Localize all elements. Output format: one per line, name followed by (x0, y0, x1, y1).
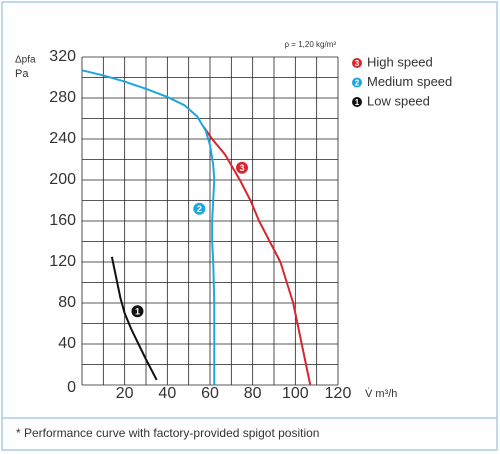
x-tick-label: 120 (325, 385, 352, 402)
legend-badge (352, 58, 362, 68)
footnote: * Performance curve with factory-provide… (16, 426, 319, 440)
y-tick-label: 120 (49, 253, 76, 270)
legend-label: Low speed (367, 93, 430, 108)
y-tick-label: 240 (49, 130, 76, 147)
curve-badge-label: 2 (197, 204, 202, 214)
x-axis-title: V̇ m³/h (365, 387, 397, 400)
y-axis-unit: Pa (15, 68, 29, 80)
legend-badge-label: 2 (355, 79, 360, 88)
legend-label: High speed (367, 54, 433, 69)
y-tick-label: 280 (49, 89, 76, 106)
y-tick-label: 40 (58, 335, 76, 352)
curve-badge-label: 3 (239, 163, 244, 173)
legend-badge-label: 3 (355, 59, 360, 68)
y-tick-label: 0 (67, 379, 76, 396)
y-tick-label: 80 (58, 294, 76, 311)
legend-badge (352, 77, 362, 88)
curve (110, 256, 158, 381)
curve (81, 69, 216, 385)
legend-badge (352, 97, 362, 107)
x-tick-label: 80 (244, 385, 262, 402)
y-tick-label: 160 (49, 212, 76, 229)
annotation: ρ = 1,20 kg/m³ (285, 40, 337, 49)
legend-badge-label: 1 (355, 98, 360, 107)
y-tick-label: 320 (49, 48, 76, 65)
curve-badge (131, 305, 144, 318)
curve-badge (193, 202, 206, 215)
y-axis-title: Δpfa (15, 55, 36, 66)
curve-badge-label: 1 (135, 307, 140, 317)
curve (202, 126, 312, 386)
x-tick-label: 40 (158, 385, 176, 402)
x-tick-label: 100 (282, 385, 309, 402)
curve-badge (236, 161, 248, 174)
legend-label: Medium speed (367, 74, 452, 89)
y-tick-label: 200 (49, 171, 76, 188)
x-tick-label: 20 (116, 385, 134, 402)
x-tick-label: 60 (201, 385, 219, 402)
